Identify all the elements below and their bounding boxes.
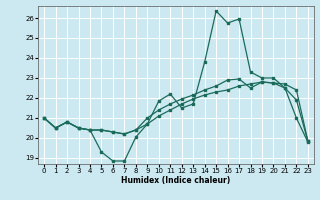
- X-axis label: Humidex (Indice chaleur): Humidex (Indice chaleur): [121, 176, 231, 185]
